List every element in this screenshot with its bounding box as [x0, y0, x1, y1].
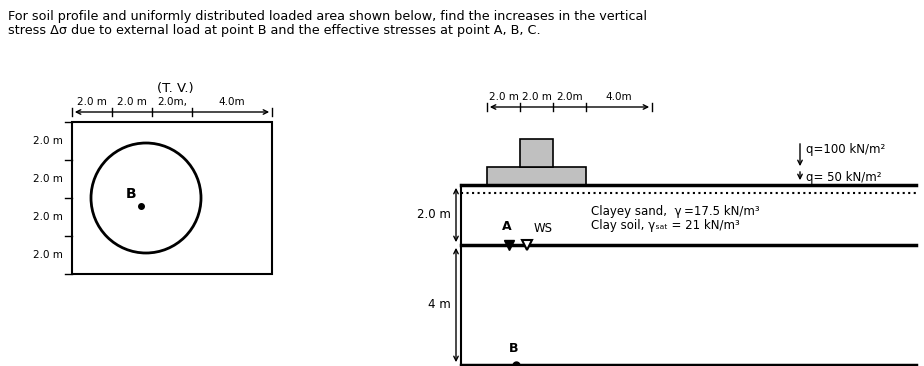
Text: 2.0 m: 2.0 m — [33, 174, 63, 184]
Text: WS: WS — [534, 222, 553, 235]
Bar — [487, 167, 586, 185]
Bar — [72, 122, 272, 274]
Text: 2.0 m: 2.0 m — [77, 97, 107, 107]
Text: B: B — [509, 342, 518, 355]
Text: Clay soil, γₛₐₜ = 21 kN/m³: Clay soil, γₛₐₜ = 21 kN/m³ — [591, 219, 740, 232]
Text: 2.0m,: 2.0m, — [157, 97, 187, 107]
Text: B: B — [126, 187, 137, 201]
Text: 2.0m: 2.0m — [556, 92, 583, 102]
Text: For soil profile and uniformly distributed loaded area shown below, find the inc: For soil profile and uniformly distribut… — [8, 10, 647, 23]
Text: 4.0m: 4.0m — [219, 97, 245, 107]
Text: q= 50 kN/m²: q= 50 kN/m² — [806, 171, 881, 184]
Text: 2.0 m: 2.0 m — [33, 136, 63, 146]
Ellipse shape — [91, 143, 201, 253]
Text: 2.0 m: 2.0 m — [33, 250, 63, 260]
Text: q=100 kN/m²: q=100 kN/m² — [806, 143, 885, 156]
Text: (T. V.): (T. V.) — [157, 82, 193, 95]
Text: 2.0 m: 2.0 m — [521, 92, 552, 102]
Text: 2.0 m: 2.0 m — [33, 212, 63, 222]
Text: 4 m: 4 m — [428, 299, 451, 311]
Text: stress Δσ due to external load at point B and the effective stresses at point A,: stress Δσ due to external load at point … — [8, 24, 541, 37]
Text: A: A — [502, 220, 512, 233]
Bar — [520, 139, 553, 167]
Text: 4.0m: 4.0m — [606, 92, 632, 102]
Text: 2.0 m: 2.0 m — [489, 92, 518, 102]
Text: Clayey sand,  γ =17.5 kN/m³: Clayey sand, γ =17.5 kN/m³ — [591, 205, 760, 217]
Text: 2.0 m: 2.0 m — [117, 97, 147, 107]
Text: 2.0 m: 2.0 m — [417, 209, 451, 221]
